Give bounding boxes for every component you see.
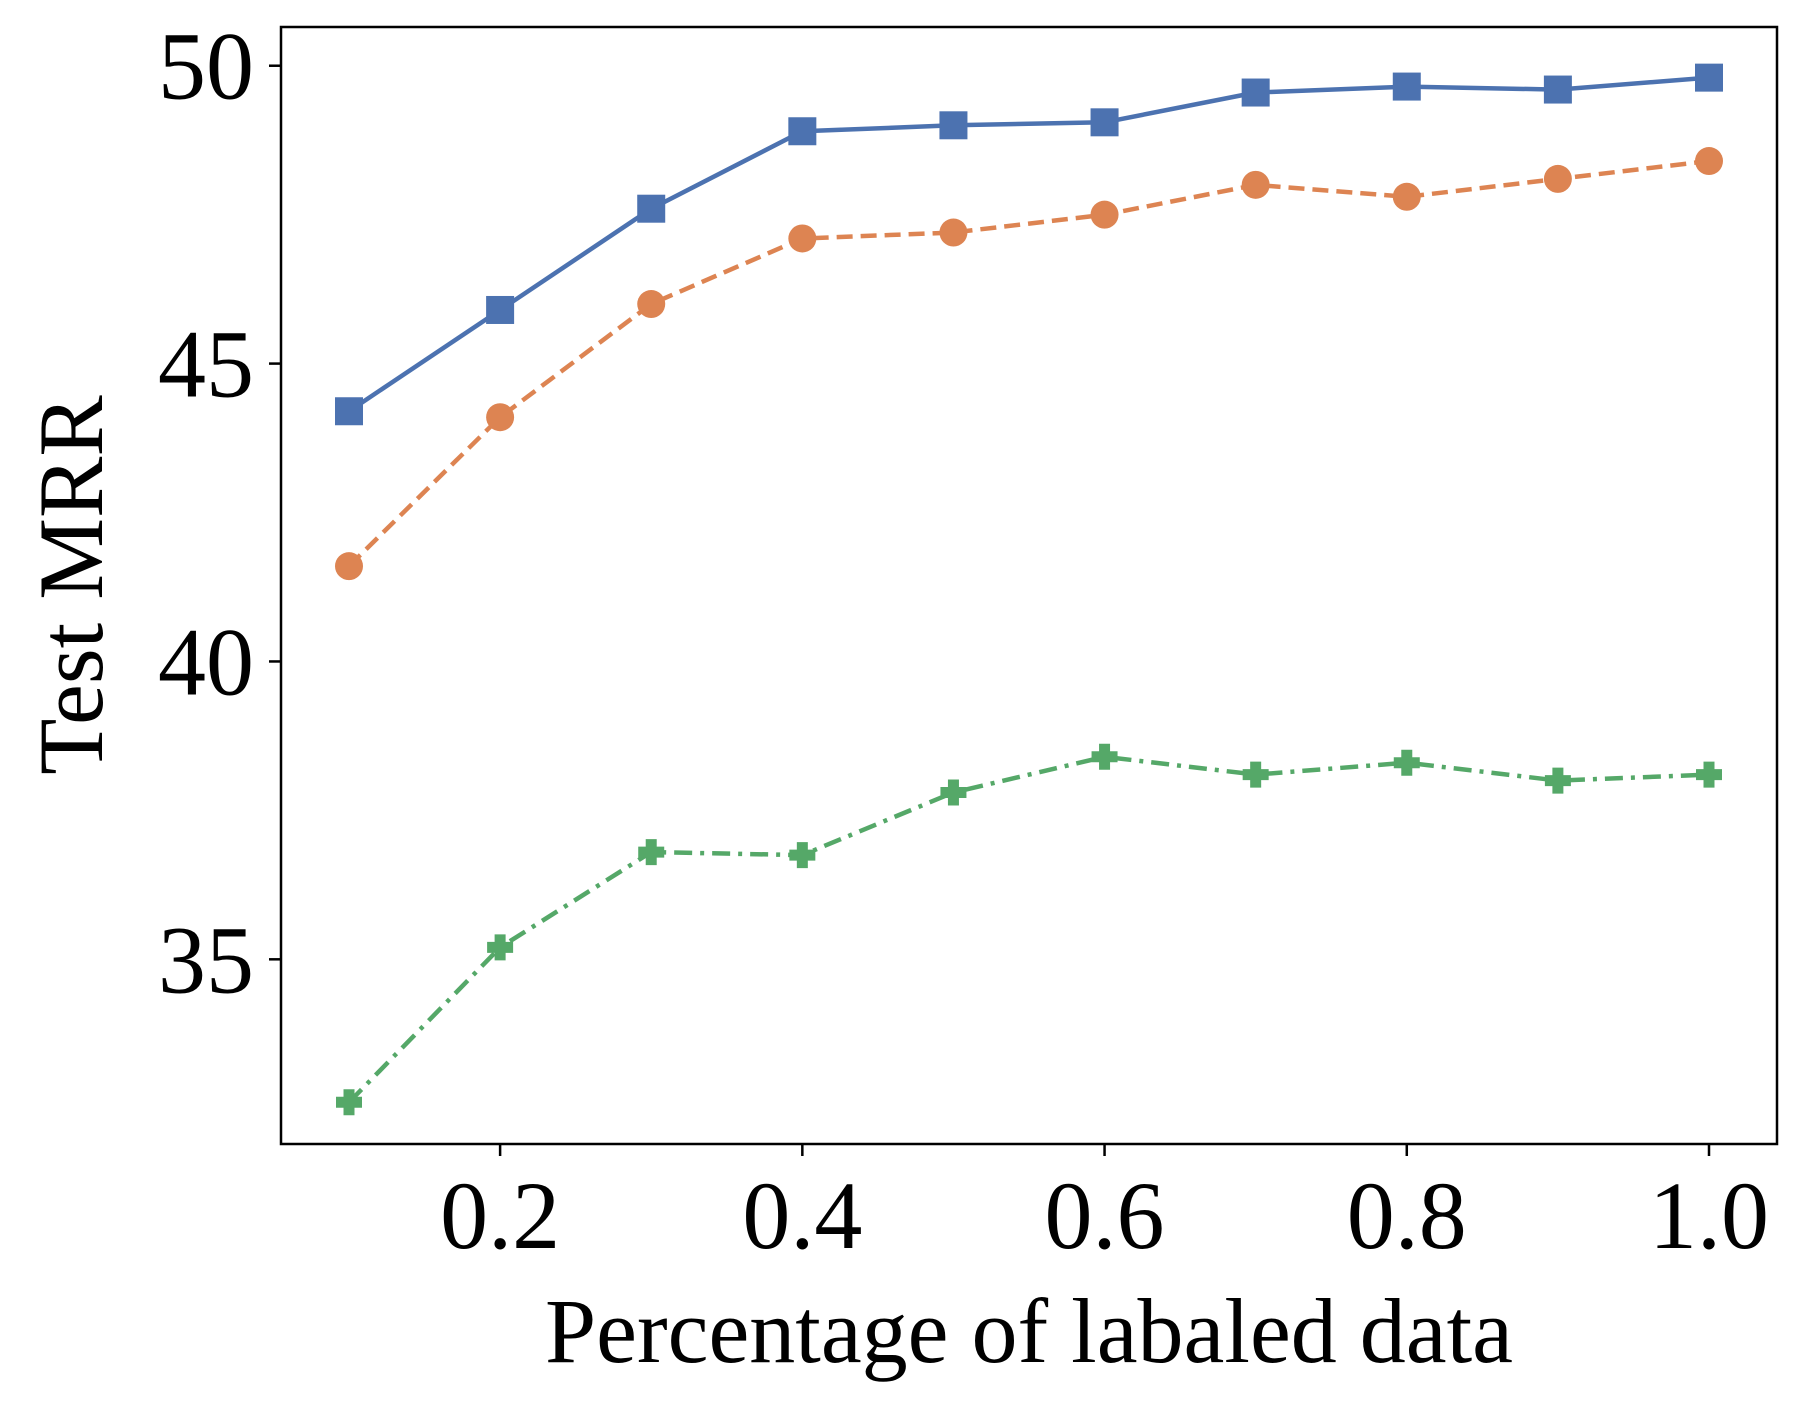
data-point xyxy=(638,839,665,866)
series-line xyxy=(347,158,1710,568)
x-tick-label: 0.8 xyxy=(1347,1162,1467,1269)
data-point xyxy=(1544,767,1571,794)
data-point xyxy=(486,295,515,324)
data-point xyxy=(637,194,666,223)
series-line xyxy=(347,754,1710,1104)
data-point xyxy=(1695,63,1723,92)
data-point xyxy=(1241,78,1270,107)
data-point xyxy=(486,403,515,432)
data-point xyxy=(637,290,666,319)
y-tick-label: 45 xyxy=(158,311,254,418)
data-point xyxy=(1696,761,1722,788)
x-axis-ticks: 0.2 0.4 0.6 0.8 1.0 xyxy=(440,1144,1769,1269)
data-point xyxy=(1543,75,1572,104)
data-point xyxy=(1393,749,1420,776)
data-point xyxy=(789,842,816,869)
y-tick-label: 50 xyxy=(158,13,254,120)
x-tick-label: 0.6 xyxy=(1045,1162,1165,1269)
data-point xyxy=(1241,170,1270,199)
y-axis-label: Test MRR xyxy=(20,395,122,775)
data-point xyxy=(940,779,967,806)
data-point xyxy=(939,111,968,140)
data-point xyxy=(1242,761,1269,788)
series-2 xyxy=(335,147,1723,581)
data-point xyxy=(1090,108,1119,137)
y-tick-label: 40 xyxy=(158,608,254,715)
data-point xyxy=(939,218,968,247)
x-tick-label: 1.0 xyxy=(1649,1162,1769,1269)
data-point xyxy=(1392,182,1421,211)
data-point xyxy=(336,1089,362,1116)
data-point xyxy=(1091,743,1118,770)
y-axis-ticks: 35 40 45 50 xyxy=(158,13,281,1013)
series-layer xyxy=(335,63,1723,1116)
series-1 xyxy=(335,63,1723,426)
x-tick-label: 0.4 xyxy=(742,1162,862,1269)
data-point xyxy=(788,117,817,146)
data-point xyxy=(487,934,514,961)
data-point xyxy=(1543,164,1572,193)
data-point xyxy=(335,397,363,426)
data-point xyxy=(1695,147,1723,176)
series-3 xyxy=(336,743,1722,1116)
series-line xyxy=(347,75,1710,414)
x-tick-label: 0.2 xyxy=(440,1162,560,1269)
data-point xyxy=(1090,200,1119,229)
data-point xyxy=(1392,72,1421,101)
data-point xyxy=(788,224,817,253)
x-axis-label: Percentage of labaled data xyxy=(545,1280,1513,1382)
plot-frame xyxy=(279,25,1779,1146)
y-tick-label: 35 xyxy=(158,906,254,1013)
data-point xyxy=(335,552,363,581)
